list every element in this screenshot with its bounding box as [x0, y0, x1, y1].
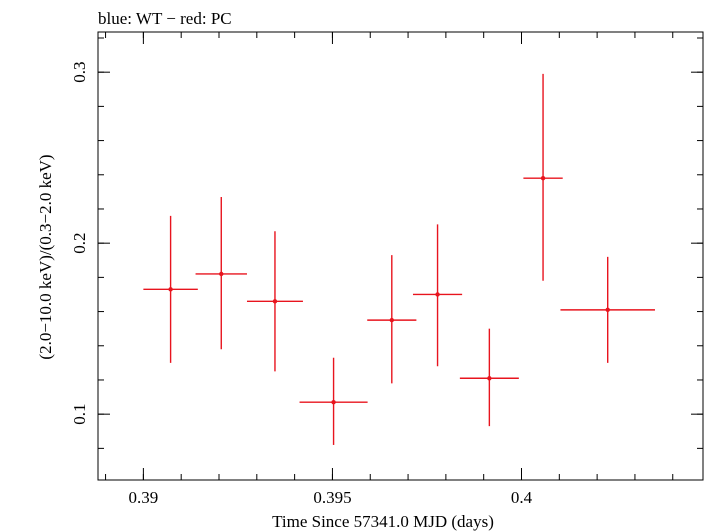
point-marker	[331, 399, 336, 405]
data-point	[459, 328, 519, 427]
x-axis-label: Time Since 57341.0 MJD (days)	[272, 512, 494, 531]
plot-frame	[97, 31, 704, 481]
y-tick-label: 0.2	[70, 233, 89, 254]
tick-labels: 0.39 0.395 0.4 0.1 0.2 0.3	[70, 62, 533, 507]
point-marker	[272, 299, 278, 304]
data-points	[143, 73, 655, 445]
point-marker	[168, 287, 173, 292]
y-tick-label: 0.1	[70, 404, 89, 425]
data-point	[367, 255, 417, 384]
data-point	[299, 357, 368, 445]
data-point	[523, 73, 563, 281]
x-tick-label: 0.4	[511, 488, 533, 507]
x-tick-label: 0.39	[129, 488, 159, 507]
point-marker	[487, 376, 492, 381]
chart-title: blue: WT − red: PC	[98, 9, 232, 28]
x-tick-label: 0.395	[313, 488, 351, 507]
data-point	[560, 256, 655, 363]
data-point	[412, 224, 463, 367]
point-marker	[540, 175, 546, 181]
data-point	[143, 215, 198, 363]
point-marker	[605, 307, 610, 313]
data-point	[246, 231, 303, 372]
y-tick-label: 0.3	[70, 62, 89, 83]
point-marker	[389, 317, 395, 323]
data-point	[195, 197, 247, 350]
y-axis-label: (2.0−10.0 keV)/(0.3−2.0 keV)	[36, 154, 55, 359]
point-marker	[219, 271, 224, 277]
point-marker	[435, 292, 440, 297]
axis-ticks	[98, 32, 703, 480]
